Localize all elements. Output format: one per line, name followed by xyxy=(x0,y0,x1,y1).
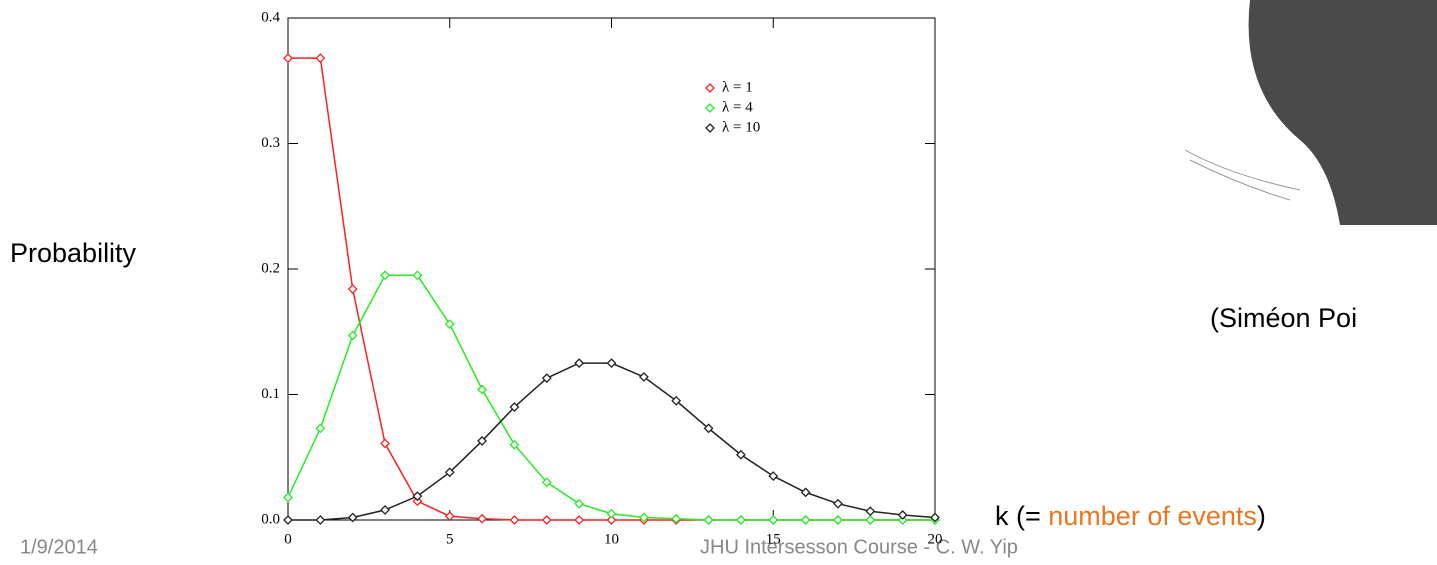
point xyxy=(638,512,649,523)
point xyxy=(541,515,552,525)
point xyxy=(315,515,326,525)
point xyxy=(380,505,390,515)
caption: (Siméon Poi xyxy=(1210,303,1357,333)
point xyxy=(574,358,585,369)
point xyxy=(606,358,617,369)
point xyxy=(444,319,455,330)
point xyxy=(347,512,358,523)
point xyxy=(444,511,455,522)
point xyxy=(671,513,682,524)
point xyxy=(606,508,617,519)
point xyxy=(509,402,520,412)
x-label-end: ) xyxy=(1257,501,1266,531)
point xyxy=(444,467,455,478)
point xyxy=(412,496,423,507)
point xyxy=(477,513,488,524)
point xyxy=(735,449,746,460)
point xyxy=(477,384,488,395)
point xyxy=(315,53,326,64)
y-axis-label: Probability xyxy=(10,238,137,268)
y-tick-label: 0.3 xyxy=(261,135,280,151)
point xyxy=(541,477,552,488)
y-tick-label: 0.0 xyxy=(261,511,280,527)
point xyxy=(833,515,843,525)
x-tick-label: 0 xyxy=(284,531,292,547)
legend-marker xyxy=(705,123,715,133)
point xyxy=(509,439,520,450)
point xyxy=(509,515,520,525)
point xyxy=(735,515,746,525)
point xyxy=(283,492,293,503)
legend-label: λ = 10 xyxy=(722,119,760,135)
point xyxy=(800,515,811,525)
y-tick-label: 0.2 xyxy=(261,260,280,276)
legend-marker xyxy=(705,83,715,93)
point xyxy=(703,515,714,525)
y-tick-label: 0.1 xyxy=(261,386,280,402)
portrait xyxy=(1180,0,1437,225)
point xyxy=(283,515,293,525)
point xyxy=(897,510,908,520)
x-label-start: k (= xyxy=(995,501,1048,531)
point xyxy=(574,498,585,509)
point xyxy=(315,423,326,434)
point xyxy=(380,438,390,449)
point xyxy=(833,498,843,509)
point xyxy=(865,515,876,525)
legend-marker xyxy=(705,103,715,113)
footer: JHU Intersesson Course - C. W. Yip xyxy=(700,536,1018,558)
point xyxy=(768,471,779,481)
point xyxy=(380,270,390,281)
point xyxy=(347,284,358,294)
x-label-highlight: number of events xyxy=(1048,501,1257,531)
point xyxy=(541,373,552,384)
point xyxy=(768,515,779,525)
point xyxy=(638,372,649,382)
legend-label: λ = 1 xyxy=(722,79,753,95)
point xyxy=(865,506,876,517)
legend-label: λ = 4 xyxy=(722,99,753,115)
date: 1/9/2014 xyxy=(20,536,98,558)
series-line xyxy=(288,57,935,521)
point xyxy=(703,423,714,434)
point xyxy=(283,53,293,64)
x-tick-label: 20 xyxy=(928,531,943,547)
point xyxy=(477,436,488,446)
x-axis-label: k (= number of events) xyxy=(995,501,1266,531)
point xyxy=(897,515,908,525)
point xyxy=(347,330,358,341)
point xyxy=(930,512,940,523)
series-line xyxy=(287,274,935,521)
x-tick-label: 5 xyxy=(446,531,454,547)
x-tick-label: 10 xyxy=(604,531,619,547)
x-tick-label: 15 xyxy=(766,531,781,547)
point xyxy=(412,491,423,502)
point xyxy=(671,395,682,406)
point xyxy=(606,515,617,525)
point xyxy=(800,487,811,498)
y-tick-label: 0.4 xyxy=(261,9,280,25)
point xyxy=(412,270,423,281)
point xyxy=(574,515,585,525)
